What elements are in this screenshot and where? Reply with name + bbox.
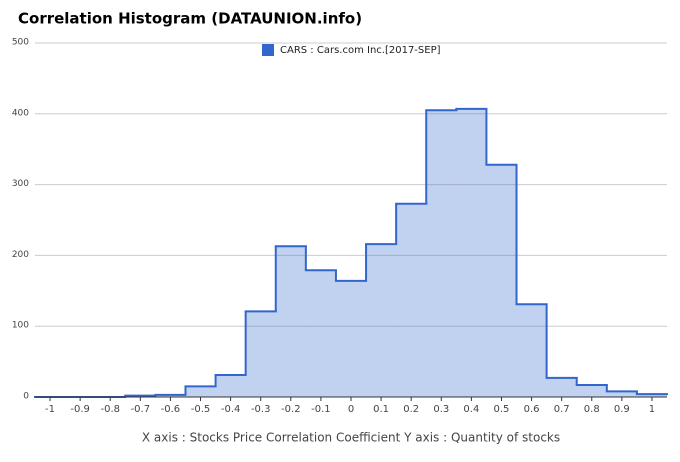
x-tick-label: 0.5 <box>494 404 510 415</box>
x-tick-label: 0.2 <box>403 404 419 415</box>
y-tick-label: 200 <box>12 250 29 260</box>
x-axis-title: X axis : Stocks Price Correlation Coeffi… <box>142 431 560 445</box>
x-tick-label: 0.3 <box>433 404 449 415</box>
legend-label: CARS : Cars.com Inc.[2017-SEP] <box>280 45 441 56</box>
legend-swatch <box>262 44 274 56</box>
x-tick-label: -0.4 <box>221 404 241 415</box>
bar <box>426 110 457 397</box>
x-tick-label: -0.8 <box>100 404 120 415</box>
x-tick-label: -0.9 <box>70 404 90 415</box>
x-tick-label: -0.2 <box>281 404 301 415</box>
y-tick-label: 300 <box>12 179 29 189</box>
bar <box>396 203 427 397</box>
x-tick-label: -0.3 <box>251 404 271 415</box>
y-tick-label: 0 <box>23 392 29 402</box>
x-tick-label: 0.6 <box>524 404 540 415</box>
y-tick-label: 500 <box>12 38 29 48</box>
bar <box>215 375 246 397</box>
x-tick-label: -0.1 <box>311 404 331 415</box>
bar <box>456 108 487 398</box>
x-tick-label: 0.4 <box>463 404 479 415</box>
chart-title: Correlation Histogram (DATAUNION.info) <box>18 10 362 28</box>
bar <box>636 394 667 397</box>
bar <box>576 384 607 397</box>
x-tick-label: -0.7 <box>131 404 151 415</box>
bar <box>305 270 336 397</box>
x-tick-label: -1 <box>45 404 55 415</box>
x-tick-label: 1 <box>649 404 655 415</box>
bar <box>516 304 547 397</box>
x-tick-label: -0.6 <box>161 404 181 415</box>
x-tick-label: 0 <box>348 404 354 415</box>
bar <box>486 164 517 397</box>
bar <box>185 386 216 397</box>
y-tick-label: 100 <box>12 321 29 331</box>
bar <box>606 391 637 397</box>
bar <box>366 244 397 397</box>
x-tick-label: 0.9 <box>614 404 630 415</box>
x-tick-label: 0.8 <box>584 404 600 415</box>
bar <box>275 246 306 397</box>
bar <box>155 394 186 397</box>
x-tick-label: -0.5 <box>191 404 211 415</box>
y-tick-label: 400 <box>12 108 29 118</box>
bar <box>245 311 276 397</box>
bar <box>546 377 577 397</box>
x-tick-label: 0.1 <box>373 404 389 415</box>
bar <box>335 280 367 397</box>
x-tick-label: 0.7 <box>554 404 570 415</box>
